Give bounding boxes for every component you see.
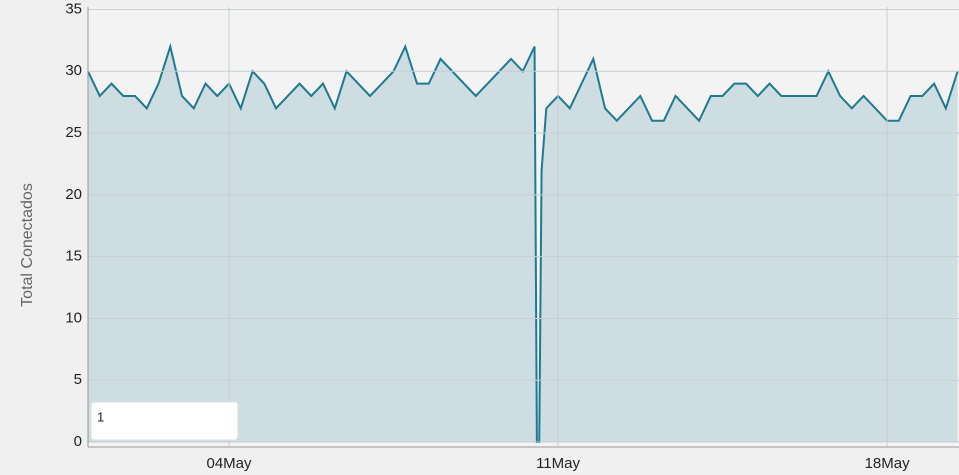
y-tick-label: 15 [65,248,82,265]
y-axis-label: Total Conectados [19,183,36,307]
y-tick-label: 20 [65,186,82,203]
y-tick-label: 35 [65,0,82,17]
y-tick-label: 5 [74,371,82,388]
x-tick-label: 11May [536,455,580,472]
x-tick-label: 04May [206,455,252,472]
input-value: 1 [97,409,104,424]
area-fill [88,46,958,443]
plot-background [88,7,959,447]
line [87,42,959,444]
y-tick-label: 30 [65,62,82,79]
y-tick-label: 0 [74,433,82,450]
y-tick-label: 25 [65,124,82,141]
y-tick-label: 10 [65,309,82,326]
x-tick-label: 18May [865,455,911,472]
input-box [90,401,239,441]
